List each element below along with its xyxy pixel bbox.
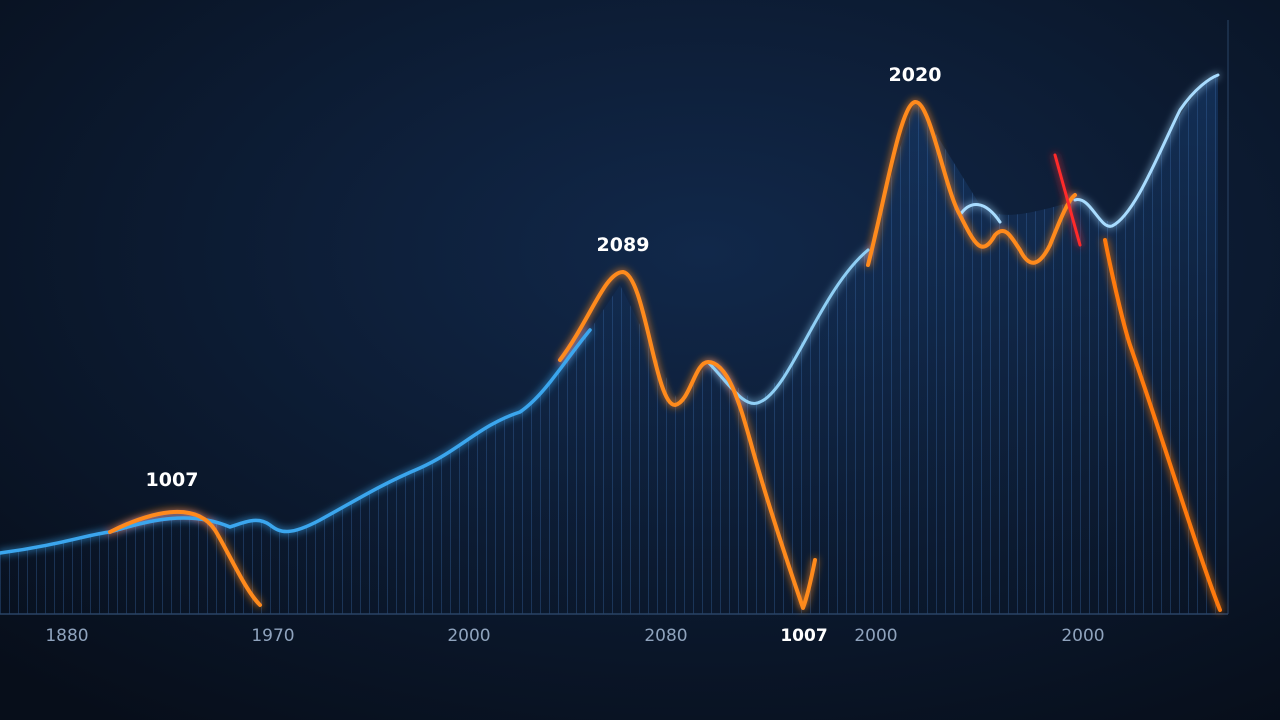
x-tick-label: 1970 xyxy=(251,626,294,646)
x-tick-label: 2000 xyxy=(447,626,490,646)
annotation: 1007 xyxy=(146,469,199,491)
orange-line xyxy=(1103,238,1222,612)
blue-line xyxy=(958,73,1220,228)
x-tick-label: 1007 xyxy=(780,626,827,646)
orange-line xyxy=(108,509,262,607)
labels: 1880 1970 2000 2080 1007 2000 2000 1007 2089 2020 xyxy=(45,64,1104,646)
annotation: 2089 xyxy=(597,234,650,256)
orange-line xyxy=(866,100,1077,267)
area-stripes xyxy=(0,75,1218,614)
annotation: 2020 xyxy=(889,64,942,86)
x-tick-label: 2000 xyxy=(854,626,897,646)
x-tick-label: 2000 xyxy=(1061,626,1104,646)
x-tick-label: 2080 xyxy=(644,626,687,646)
orange-line xyxy=(558,270,817,610)
red-marker xyxy=(1053,153,1082,247)
curves xyxy=(0,73,1222,612)
x-tick-label: 1880 xyxy=(45,626,88,646)
